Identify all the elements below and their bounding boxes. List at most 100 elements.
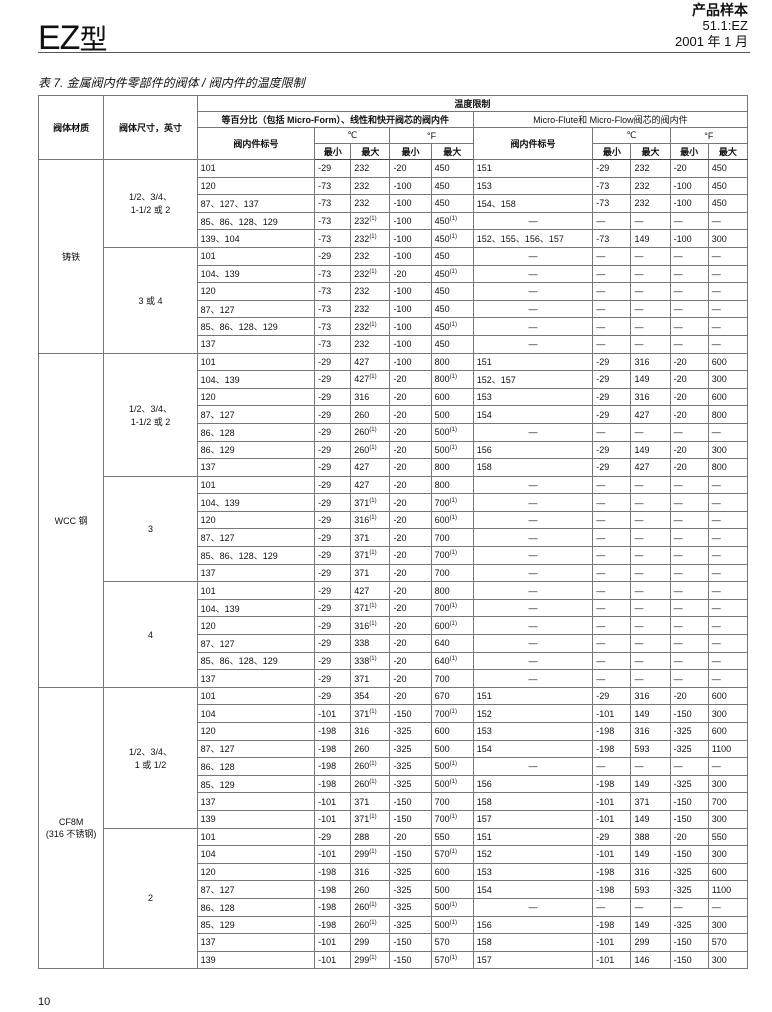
mf-trim-no-cell: — [472, 334, 594, 354]
mf-f-max-cell: 450 [707, 176, 749, 196]
size-cell: 1/2、3/4、 1 或 1/2 [103, 686, 198, 829]
mf-f-max-cell: — [707, 528, 749, 548]
footnote-ref: (1) [369, 849, 377, 856]
c-min-cell: -29 [314, 598, 352, 618]
table-row: 120 -29 316(1) -20 600(1) — — — — — [39, 510, 749, 530]
f-min-cell: -20 [389, 370, 432, 389]
f-max-cell: 500(1) [430, 440, 474, 460]
mf-c-max-cell: — [630, 757, 671, 776]
footnote-ref: (1) [369, 708, 377, 715]
mf-f-min-cell: — [669, 510, 709, 530]
mf-c-max-cell: 316 [630, 722, 671, 741]
f-min-cell: -100 [389, 211, 432, 231]
f-min-cell: -100 [389, 194, 432, 213]
table-row: 120 -29 316 -20 600 153 -29 316 -20 600 [39, 387, 749, 407]
mf-c-max-cell: 149 [630, 370, 671, 389]
mf-f-max-cell: — [707, 246, 749, 266]
mf-c-min-cell: — [592, 422, 632, 442]
table-row: 137 -29 371 -20 700— — — — — [39, 563, 749, 583]
mf-f-max-cell: 600 [707, 686, 749, 706]
c-min-cell: -29 [314, 422, 352, 442]
c-max-cell: 232 [350, 246, 391, 266]
mf-f-max-cell: — [707, 598, 749, 618]
mf-f-max-cell: — [707, 334, 749, 354]
mf-c-min-cell: -198 [592, 722, 632, 741]
mf-trim-no-cell: — [472, 422, 594, 442]
trim-no-cell: 137 [196, 334, 316, 354]
mf-c-min-cell: -29 [592, 827, 632, 847]
c-min-cell: -29 [314, 510, 352, 530]
col-fahrenheit-2: °F [669, 127, 749, 144]
mf-f-max-cell: — [707, 299, 749, 319]
mf-trim-no-cell: 154、158 [472, 194, 594, 213]
footnote-ref: (1) [369, 655, 377, 662]
mf-c-max-cell: 388 [630, 827, 671, 847]
c-max-cell: 232 [350, 176, 391, 196]
footnote-ref: (1) [449, 620, 457, 627]
c-max-cell: 232(1) [350, 211, 391, 231]
f-min-cell: -100 [389, 246, 432, 266]
table-row: 87、127 -198 260 -325 500 154 -198 593 -325 1100 [39, 880, 749, 899]
footnote-ref: (1) [449, 955, 457, 962]
mf-f-min-cell: -20 [669, 352, 709, 372]
trim-no-cell: 85、86、128、129 [196, 211, 316, 231]
c-min-cell: -73 [314, 299, 352, 319]
f-min-cell: -20 [389, 669, 432, 688]
trim-no-cell: 85、129 [196, 774, 316, 794]
footnote-ref: (1) [369, 603, 377, 610]
f-min-cell: -20 [389, 616, 432, 636]
f-min-cell: -100 [389, 317, 432, 336]
c-min-cell: -29 [314, 581, 352, 600]
mf-c-min-cell: — [592, 757, 632, 776]
f-min-cell: -325 [389, 757, 432, 776]
f-min-cell: -20 [389, 651, 432, 671]
mf-trim-no-cell: 157 [472, 809, 594, 829]
f-max-cell: 800 [430, 581, 474, 600]
c-min-cell: -29 [314, 405, 352, 424]
trim-no-cell: 101 [196, 246, 316, 266]
c-max-cell: 288 [350, 827, 391, 847]
mf-trim-no-cell: — [472, 757, 594, 776]
col-f-max-2: 最大 [707, 143, 749, 160]
mf-c-max-cell: 593 [630, 739, 671, 759]
table-row: 139 -101 371(1) -150 700(1) 157 -101 149 -150 300 [39, 809, 749, 829]
c-max-cell: 427 [350, 352, 391, 372]
c-min-cell: -198 [314, 757, 352, 776]
c-min-cell: -198 [314, 862, 352, 882]
document-meta: 产品样本 51.1:EZ 2001 年 1 月 [675, 2, 748, 50]
f-min-cell: -20 [389, 387, 432, 407]
f-min-cell: -20 [389, 440, 432, 460]
f-max-cell: 500(1) [430, 422, 474, 442]
f-min-cell: -20 [389, 458, 432, 477]
mf-f-max-cell: — [707, 422, 749, 442]
mf-trim-no-cell: — [472, 317, 594, 336]
mf-f-max-cell: 300 [707, 915, 749, 935]
c-min-cell: -198 [314, 915, 352, 935]
footnote-ref: (1) [449, 515, 457, 522]
f-min-cell: -20 [389, 563, 432, 583]
f-max-cell: 450 [430, 159, 474, 178]
f-max-cell: 500 [430, 405, 474, 424]
f-min-cell: -325 [389, 774, 432, 794]
f-min-cell: -325 [389, 722, 432, 741]
f-min-cell: -20 [389, 827, 432, 847]
doc-date: 2001 年 1 月 [675, 34, 748, 49]
mf-f-max-cell: 700 [707, 792, 749, 811]
c-min-cell: -29 [314, 440, 352, 460]
mf-trim-no-cell: — [472, 616, 594, 636]
mf-f-max-cell: — [707, 651, 749, 671]
c-min-cell: -29 [314, 616, 352, 636]
mf-f-max-cell: 600 [707, 387, 749, 407]
c-max-cell: 232(1) [350, 264, 391, 284]
mf-f-min-cell: — [669, 616, 709, 636]
f-max-cell: 450(1) [430, 211, 474, 231]
f-min-cell: -325 [389, 897, 432, 917]
c-min-cell: -29 [314, 246, 352, 266]
c-max-cell: 260 [350, 880, 391, 899]
f-min-cell: -100 [389, 334, 432, 354]
f-min-cell: -150 [389, 845, 432, 864]
trim-no-cell: 101 [196, 581, 316, 600]
mf-c-max-cell: 146 [630, 950, 671, 970]
mf-f-max-cell: 570 [707, 933, 749, 952]
mf-f-min-cell: -325 [669, 774, 709, 794]
